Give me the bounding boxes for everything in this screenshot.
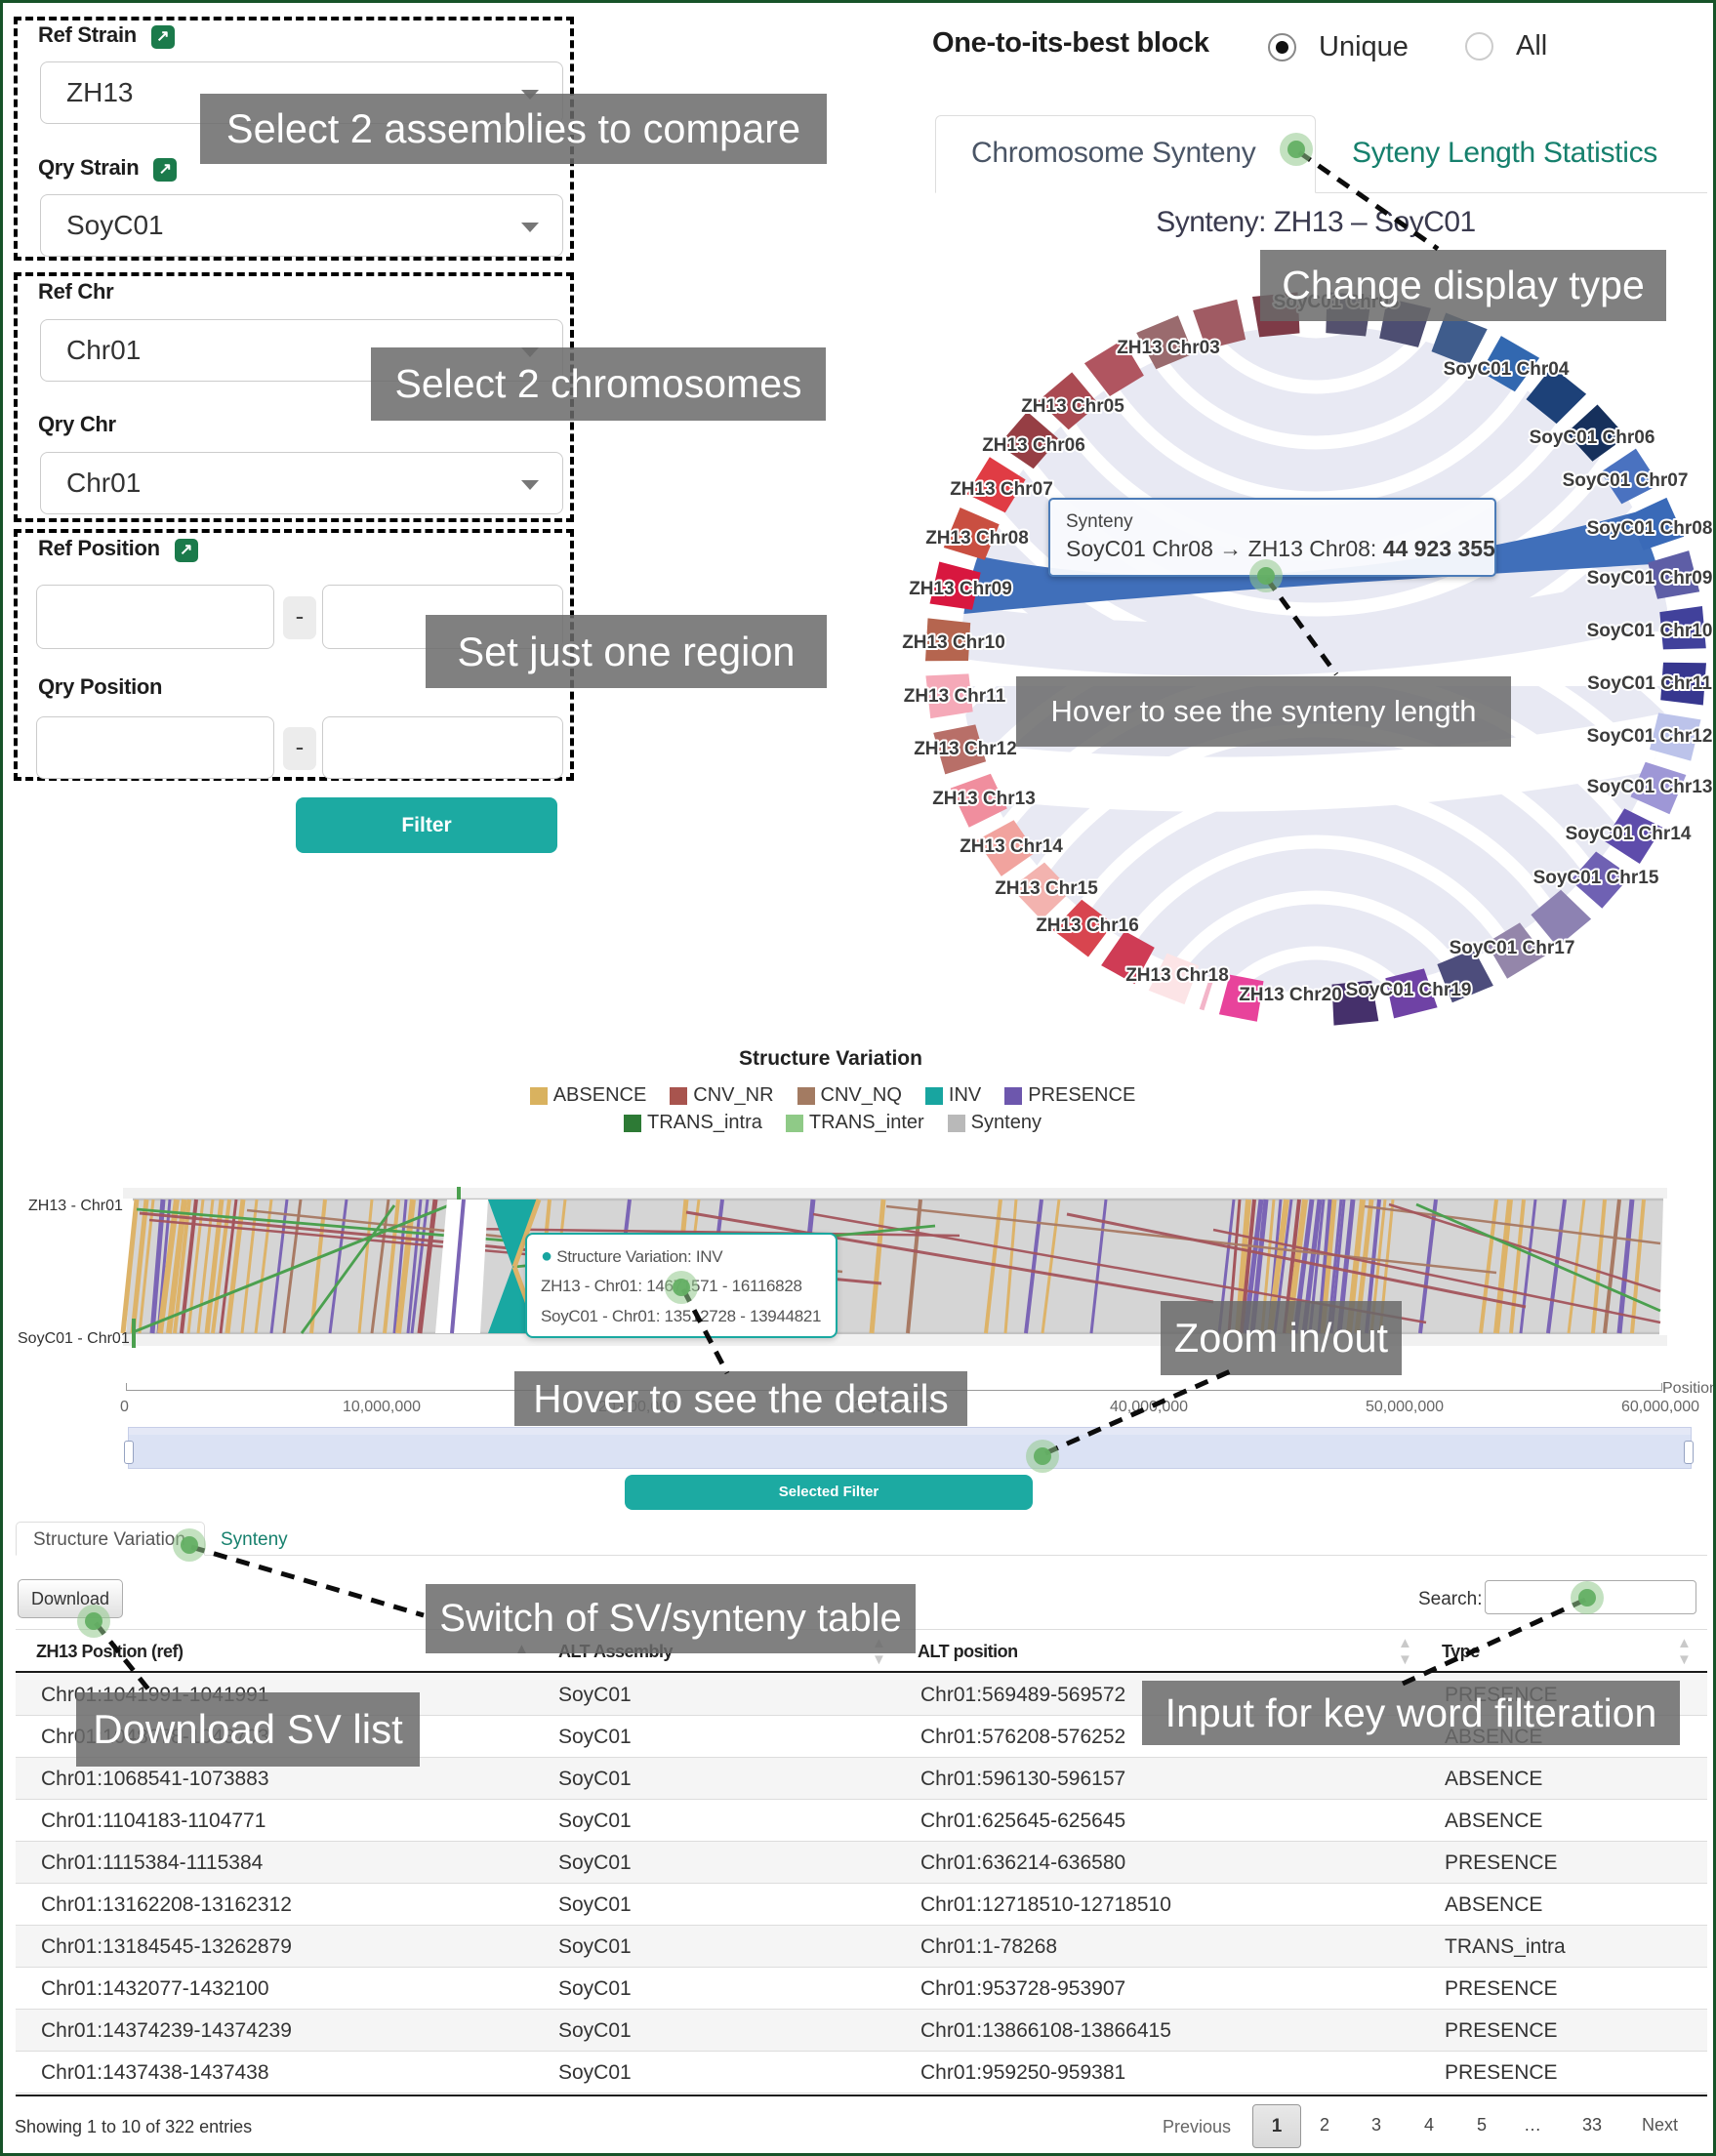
svg-text:SoyC01 Chr14: SoyC01 Chr14	[1566, 824, 1692, 844]
svg-text:ZH13 Chr10: ZH13 Chr10	[902, 632, 1005, 653]
svg-text:SoyC01 Chr09: SoyC01 Chr09	[1587, 568, 1713, 589]
svg-text:ZH13 Chr13: ZH13 Chr13	[932, 789, 1036, 809]
svg-text:SoyC01 Chr12: SoyC01 Chr12	[1587, 726, 1713, 747]
svg-text:ZH13 Chr08: ZH13 Chr08	[925, 528, 1029, 549]
svg-text:SoyC01 Chr17: SoyC01 Chr17	[1450, 938, 1575, 958]
svg-text:ZH13 Chr12: ZH13 Chr12	[914, 739, 1017, 759]
svg-text:SoyC01 Chr19: SoyC01 Chr19	[1346, 980, 1472, 1000]
svg-text:ZH13 Chr16: ZH13 Chr16	[1036, 915, 1139, 936]
svg-text:SoyC01 Chr11: SoyC01 Chr11	[1587, 673, 1712, 694]
svg-text:SoyC01 Chr15: SoyC01 Chr15	[1533, 868, 1659, 888]
svg-text:ZH13 Chr14: ZH13 Chr14	[960, 836, 1063, 857]
svg-text:ZH13 Chr07: ZH13 Chr07	[950, 479, 1053, 500]
svg-text:ZH13 Chr05: ZH13 Chr05	[1021, 396, 1124, 417]
svg-text:ZH13 Chr18: ZH13 Chr18	[1125, 965, 1229, 986]
svg-text:SoyC01 Chr04: SoyC01 Chr04	[1444, 359, 1570, 380]
svg-text:SoyC01 Chr06: SoyC01 Chr06	[1530, 427, 1655, 448]
svg-text:SoyC01 Chr07: SoyC01 Chr07	[1563, 470, 1689, 491]
svg-text:ZH13 Chr03: ZH13 Chr03	[1117, 338, 1220, 358]
svg-text:ZH13 Chr11: ZH13 Chr11	[904, 686, 1006, 707]
svg-text:ZH13 Chr15: ZH13 Chr15	[995, 878, 1098, 899]
svg-text:SoyC01 Chr08: SoyC01 Chr08	[1587, 518, 1713, 539]
svg-text:ZH13 Chr09: ZH13 Chr09	[909, 579, 1012, 599]
svg-text:SoyC01 Chr13: SoyC01 Chr13	[1587, 777, 1713, 797]
svg-text:SoyC01 Chr10: SoyC01 Chr10	[1587, 621, 1713, 641]
svg-text:ZH13 Chr20: ZH13 Chr20	[1239, 985, 1342, 1005]
svg-text:ZH13 Chr06: ZH13 Chr06	[982, 435, 1085, 456]
